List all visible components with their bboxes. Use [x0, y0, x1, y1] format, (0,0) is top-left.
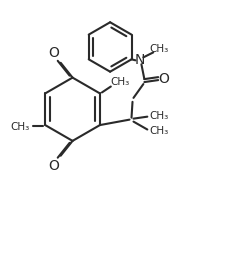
- Text: CH₃: CH₃: [150, 127, 169, 137]
- Text: N: N: [134, 53, 145, 67]
- Text: CH₃: CH₃: [150, 111, 169, 121]
- Text: O: O: [48, 46, 59, 60]
- Text: O: O: [48, 159, 59, 173]
- Text: O: O: [159, 72, 170, 86]
- Text: CH₃: CH₃: [150, 44, 169, 55]
- Text: CH₃: CH₃: [110, 76, 129, 87]
- Text: CH₃: CH₃: [11, 122, 30, 132]
